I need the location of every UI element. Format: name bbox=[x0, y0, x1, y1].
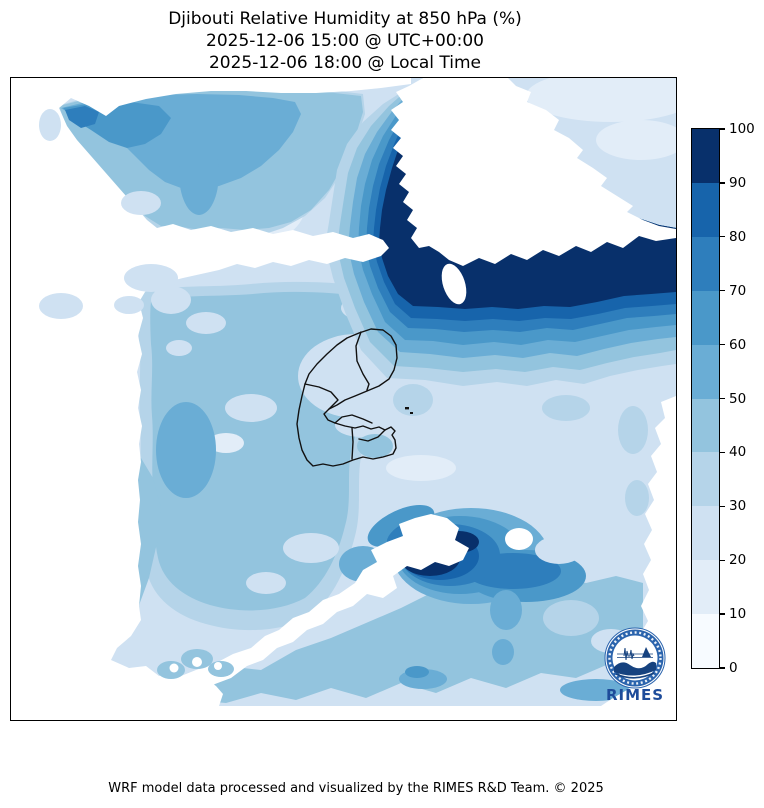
dry-strip-east bbox=[601, 396, 676, 706]
dark-patch bbox=[492, 639, 514, 665]
colorbar-cells bbox=[692, 129, 719, 669]
colorbar-cell bbox=[692, 452, 719, 507]
colorbar-tick-mark bbox=[720, 559, 726, 561]
colorbar-tick-label: 70 bbox=[729, 282, 747, 299]
band-tip bbox=[65, 106, 99, 128]
dark-patch bbox=[156, 402, 216, 498]
light-speck bbox=[151, 286, 191, 314]
colorbar-cell bbox=[692, 182, 719, 237]
light-patch bbox=[186, 312, 226, 334]
dark-patch bbox=[490, 590, 522, 630]
light-patch bbox=[526, 78, 676, 122]
colorbar-tick-mark bbox=[720, 667, 726, 669]
colorbar-tick-label: 40 bbox=[729, 444, 747, 461]
colorbar-tick-label: 80 bbox=[729, 228, 747, 245]
colorbar-tick-mark bbox=[720, 182, 726, 184]
dry-band-south bbox=[159, 514, 469, 702]
colorbar-ticks: 0 10 20 30 40 50 60 70 80 90 100 bbox=[692, 121, 755, 676]
band-tongue bbox=[179, 131, 219, 215]
dry-strip-bottom bbox=[11, 706, 676, 720]
light-patch bbox=[225, 394, 277, 422]
colorbar-tick-label: 20 bbox=[729, 552, 747, 569]
colorbar-tick-label: 30 bbox=[729, 498, 747, 515]
light-speck bbox=[124, 264, 178, 292]
humidity-contour-map bbox=[11, 78, 676, 720]
colorbar-tick-mark bbox=[720, 128, 726, 130]
title-line-1: Djibouti Relative Humidity at 850 hPa (%… bbox=[168, 9, 522, 29]
colorbar-cell bbox=[692, 560, 719, 615]
colorbar-cell bbox=[692, 506, 719, 561]
colorbar-tick-mark bbox=[720, 613, 726, 615]
light-patch bbox=[166, 340, 192, 356]
dry-region-west bbox=[11, 78, 411, 706]
colorbar-tick-mark bbox=[720, 290, 726, 292]
colorbar: 0 10 20 30 40 50 60 70 80 90 100 bbox=[691, 121, 755, 676]
dry-hole bbox=[505, 528, 533, 550]
light-patch bbox=[335, 413, 387, 437]
colorbar-cell bbox=[692, 236, 719, 291]
rimes-logo-text: RIMES bbox=[605, 686, 665, 704]
medium-bump bbox=[618, 406, 648, 454]
bottom-field bbox=[161, 576, 643, 703]
medium-patch bbox=[393, 384, 433, 416]
light-patch bbox=[543, 600, 599, 636]
map-panel: RIMES bbox=[10, 77, 677, 721]
figure-title: Djibouti Relative Humidity at 850 hPa (%… bbox=[0, 8, 690, 74]
light-patch bbox=[596, 120, 676, 160]
light-speck bbox=[114, 296, 144, 314]
colorbar-cell bbox=[692, 344, 719, 399]
colorbar-tick-mark bbox=[720, 451, 726, 454]
island-dot bbox=[410, 412, 413, 414]
colorbar-cell bbox=[692, 614, 719, 669]
dry-hole bbox=[192, 657, 202, 667]
dark-patch bbox=[405, 666, 429, 678]
dry-hole bbox=[441, 263, 467, 305]
light-speck bbox=[39, 293, 83, 319]
light-patch bbox=[542, 395, 590, 421]
colorbar-tick-label: 100 bbox=[729, 121, 755, 137]
medium-bump bbox=[625, 480, 649, 516]
colorbar-tick-label: 0 bbox=[729, 660, 738, 676]
dry-hole bbox=[169, 663, 179, 673]
colorbar-tick-label: 60 bbox=[729, 336, 747, 353]
colorbar-tick-label: 10 bbox=[729, 606, 747, 623]
light-patch bbox=[386, 455, 456, 481]
title-line-2: 2025-12-06 15:00 @ UTC+00:00 bbox=[206, 31, 484, 51]
rimes-logo: RIMES bbox=[592, 627, 678, 704]
colorbar-tick-mark bbox=[720, 236, 726, 238]
light-patch bbox=[283, 533, 339, 563]
dry-region-northeast bbox=[391, 78, 676, 266]
colorbar-tick-label: 90 bbox=[729, 174, 747, 191]
footer-credit: WRF model data processed and visualized … bbox=[108, 781, 604, 796]
colorbar-cell bbox=[692, 398, 719, 453]
colorbar-tick-mark bbox=[720, 343, 726, 346]
light-patch bbox=[535, 536, 583, 564]
colorbar-tick-mark bbox=[720, 397, 726, 400]
light-speck bbox=[121, 191, 161, 215]
island-dot bbox=[405, 407, 409, 410]
light-patch bbox=[208, 433, 244, 453]
dark-patch bbox=[560, 679, 632, 701]
djibouti-boundary bbox=[296, 328, 413, 467]
title-line-3: 2025-12-06 18:00 @ Local Time bbox=[208, 53, 482, 73]
light-speck bbox=[39, 109, 61, 141]
rimes-logo-icon bbox=[604, 627, 666, 689]
colorbar-cell bbox=[692, 290, 719, 345]
light-patch bbox=[246, 572, 286, 594]
colorbar-tick-label: 50 bbox=[729, 390, 747, 407]
colorbar-tick-mark bbox=[720, 505, 726, 507]
colorbar-cell bbox=[692, 129, 719, 183]
dry-hole bbox=[214, 662, 222, 670]
